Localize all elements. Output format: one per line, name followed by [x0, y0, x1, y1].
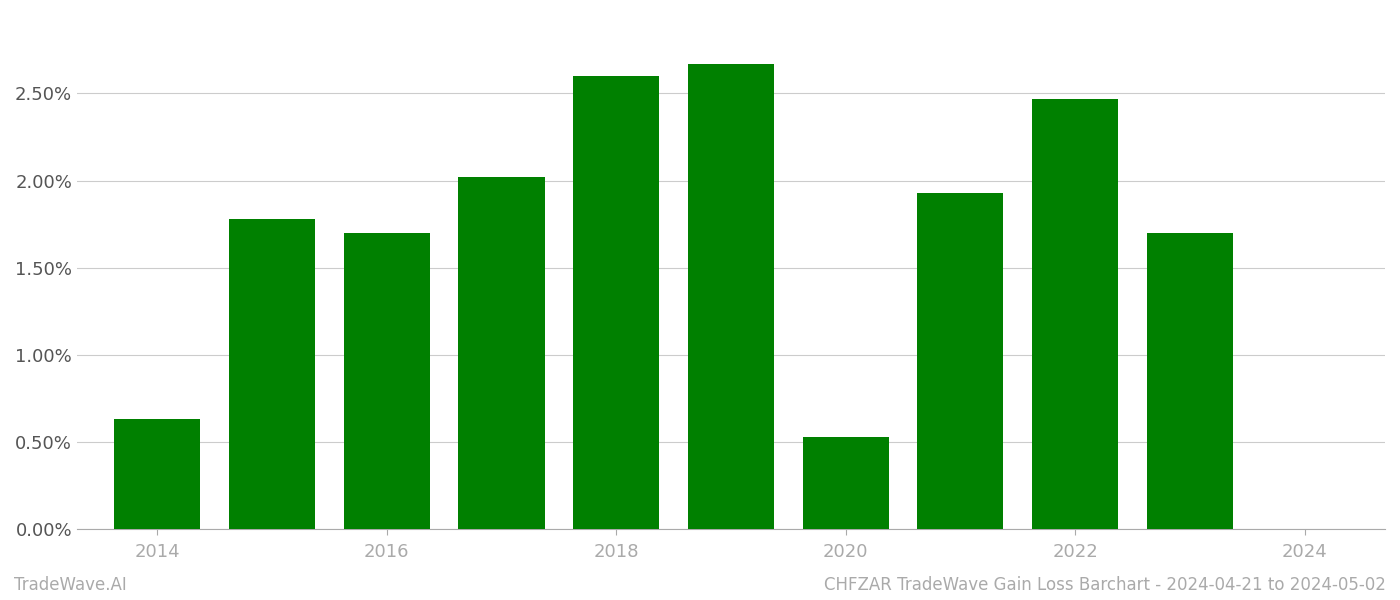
Text: CHFZAR TradeWave Gain Loss Barchart - 2024-04-21 to 2024-05-02: CHFZAR TradeWave Gain Loss Barchart - 20… — [825, 576, 1386, 594]
Bar — [917, 193, 1004, 529]
Bar — [344, 233, 430, 529]
Bar — [687, 64, 774, 529]
Bar — [115, 419, 200, 529]
Bar — [458, 177, 545, 529]
Bar — [1147, 233, 1233, 529]
Bar — [230, 219, 315, 529]
Bar — [573, 76, 659, 529]
Bar — [1032, 98, 1119, 529]
Text: TradeWave.AI: TradeWave.AI — [14, 576, 127, 594]
Bar — [802, 437, 889, 529]
